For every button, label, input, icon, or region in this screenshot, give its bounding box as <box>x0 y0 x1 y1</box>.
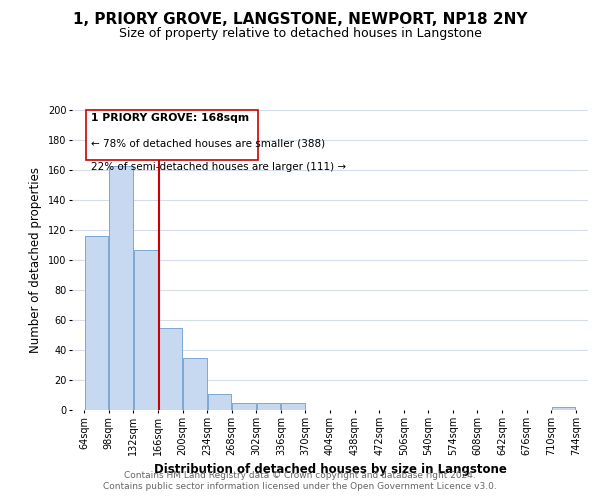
Bar <box>232 402 256 410</box>
Text: Size of property relative to detached houses in Langstone: Size of property relative to detached ho… <box>119 28 481 40</box>
Text: 1 PRIORY GROVE: 168sqm: 1 PRIORY GROVE: 168sqm <box>91 113 249 123</box>
Bar <box>134 250 158 410</box>
Text: Contains public sector information licensed under the Open Government Licence v3: Contains public sector information licen… <box>103 482 497 491</box>
Text: Contains HM Land Registry data © Crown copyright and database right 2024.: Contains HM Land Registry data © Crown c… <box>124 471 476 480</box>
Y-axis label: Number of detached properties: Number of detached properties <box>29 167 43 353</box>
Bar <box>183 358 207 410</box>
FancyBboxPatch shape <box>86 110 259 160</box>
X-axis label: Distribution of detached houses by size in Langstone: Distribution of detached houses by size … <box>154 464 506 476</box>
Bar <box>85 236 109 410</box>
Bar <box>109 166 133 410</box>
Text: 22% of semi-detached houses are larger (111) →: 22% of semi-detached houses are larger (… <box>91 162 346 172</box>
Bar <box>551 407 575 410</box>
Bar <box>158 328 182 410</box>
Bar <box>281 402 305 410</box>
Text: ← 78% of detached houses are smaller (388): ← 78% of detached houses are smaller (38… <box>91 138 325 148</box>
Bar <box>257 402 280 410</box>
Bar <box>208 394 232 410</box>
Text: 1, PRIORY GROVE, LANGSTONE, NEWPORT, NP18 2NY: 1, PRIORY GROVE, LANGSTONE, NEWPORT, NP1… <box>73 12 527 28</box>
